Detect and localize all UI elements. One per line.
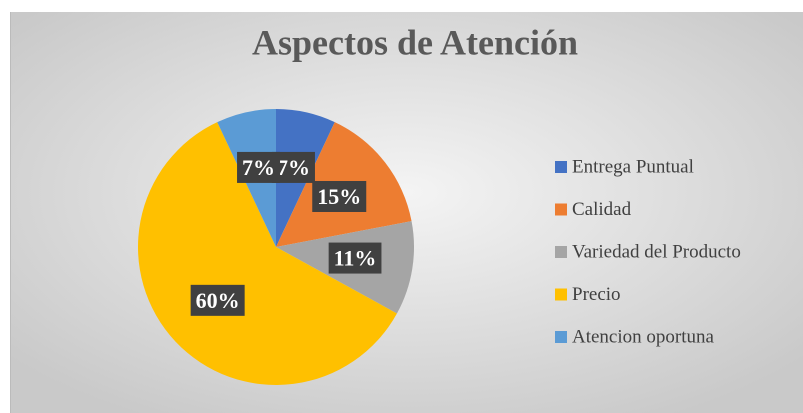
data-label: 7% [237, 151, 281, 183]
legend-swatch [555, 288, 567, 301]
legend-swatch [555, 203, 567, 216]
data-label-box [328, 242, 382, 274]
data-label-box [190, 284, 245, 316]
data-label-text: 11% [334, 246, 377, 271]
data-label-text: 7% [277, 155, 310, 180]
legend-label: Atencion oportuna [572, 326, 715, 347]
data-label: 60% [190, 284, 245, 316]
legend-label: Calidad [572, 199, 632, 220]
legend-swatch [555, 331, 567, 343]
data-label-text: 15% [317, 184, 361, 209]
legend-label: Precio [572, 284, 621, 305]
data-label: 11% [328, 242, 382, 274]
data-label-text: 60% [196, 288, 240, 313]
data-label-text: 7% [242, 155, 275, 180]
legend-swatch [555, 161, 567, 173]
legend-label: Entrega Puntual [572, 156, 694, 177]
data-label: 15% [312, 180, 367, 212]
chart-title: Aspectos de Atención [252, 22, 578, 62]
pie-slice [137, 122, 397, 386]
legend-label: Variedad del Producto [572, 241, 741, 262]
data-label-box [312, 180, 367, 212]
data-label-box [237, 151, 281, 183]
legend-swatch [555, 246, 567, 258]
